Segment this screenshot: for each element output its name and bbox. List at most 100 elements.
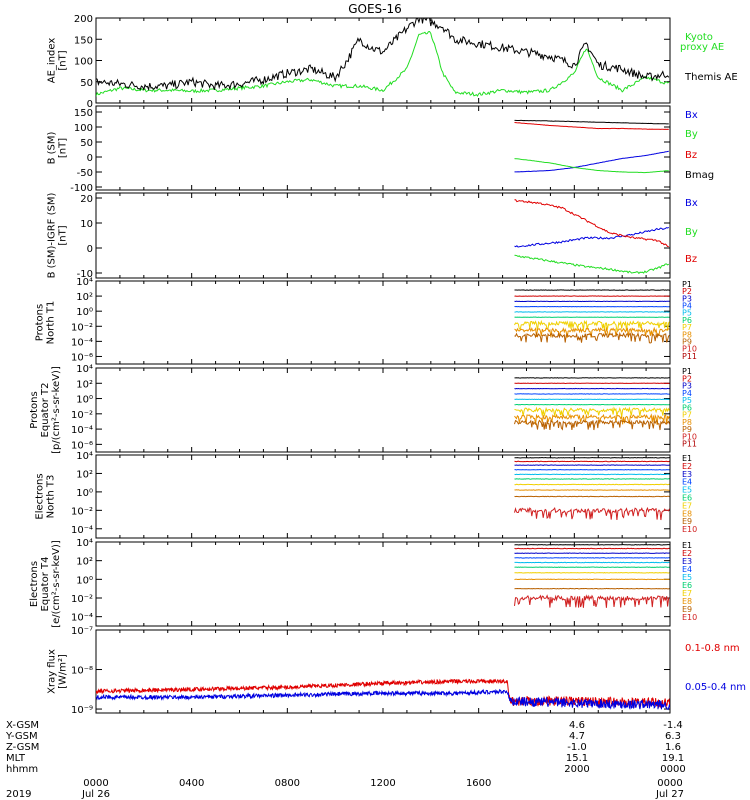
y-axis-label: [p/(cm²-s-sr-keV)] (51, 366, 62, 454)
channel-e2 (515, 548, 670, 549)
panel-pe: 10⁴ 10² 10⁰ 10⁻² 10⁻⁴ 10⁻⁶ Protons Equator T2 [p… (29, 364, 697, 454)
y-tick-label: -100 (70, 183, 93, 194)
y-tick-label: 150 (74, 35, 93, 46)
panel-frame (96, 18, 670, 103)
date-label: Jul 26 (81, 789, 110, 800)
y-tick-label: 100 (74, 57, 93, 68)
x-tick-label: 0000 (83, 778, 108, 789)
series-bz (515, 200, 669, 247)
row-label: Y-GSM (5, 731, 38, 742)
panel-xray: 10⁻⁷10⁻⁸10⁻⁹Xray flux [W/m²] (47, 626, 671, 716)
panel-bsm: 150100500-50-100B (SM) [nT] (47, 106, 671, 194)
legend-xray-long: 0.1-0.8 nm (685, 643, 740, 654)
row-value: 4.6 (569, 720, 585, 731)
legend-bmag: Bmag (685, 170, 714, 181)
y-tick-label: 50 (80, 138, 93, 149)
y-axis-label: Electrons (35, 473, 46, 519)
row-value: 15.1 (566, 753, 588, 764)
y-tick-label: 10⁻² (71, 322, 93, 333)
y-axis-label: [nT] (58, 225, 69, 245)
legend-by: By (685, 129, 698, 140)
y-tick-label: 10⁻⁹ (71, 705, 93, 716)
channel-label: P11 (682, 352, 697, 361)
panel-frame (96, 106, 670, 190)
channel-e10 (515, 508, 670, 520)
series-kyoto-proxy-ae (96, 32, 669, 97)
panel-ae: 200150100500AE_index [nT] (47, 14, 671, 110)
y-tick-label: 10⁻² (71, 506, 93, 517)
y-axis-label: B (SM) (47, 131, 58, 164)
y-axis-label: [nT] (58, 50, 69, 70)
y-axis-label: North T1 (46, 301, 57, 345)
x-tick-label: 0800 (275, 778, 300, 789)
y-tick-label: 10⁻⁸ (71, 666, 93, 677)
y-tick-label: 10⁰ (76, 575, 93, 586)
y-tick-label: 10⁴ (76, 538, 93, 549)
series-0-05-0-4-nm (96, 690, 670, 710)
y-tick-label: 20 (80, 194, 93, 205)
legend-by: By (685, 227, 698, 238)
series-by (515, 255, 669, 273)
year-label: 2019 (6, 789, 31, 800)
channel-e4 (515, 558, 670, 559)
y-axis-label: B (SM)-IGRF (SM) (47, 193, 58, 279)
y-tick-label: 10⁻⁷ (71, 626, 93, 637)
panels: 200150100500AE_index [nT]150100500-50-100… (29, 14, 746, 716)
channel-label: E10 (682, 613, 697, 622)
series-bmag (515, 120, 669, 124)
y-tick-label: 10² (76, 469, 93, 480)
y-tick-label: -50 (77, 168, 93, 179)
channel-label: P11 (682, 440, 697, 449)
row-value: 0000 (660, 764, 685, 775)
y-axis-label: Equator T2 (40, 383, 51, 438)
panel-ee: 10⁴10²10⁰10⁻²10⁻⁴Electrons Equator T4 [e/(… (29, 538, 697, 628)
x-tick-label: 1200 (370, 778, 395, 789)
y-tick-label: 10⁻⁶ (71, 352, 93, 363)
legend-themis-ae: Themis AE (684, 72, 738, 83)
panel-bdiff: 20100-10B (SM)-IGRF (SM) [nT] (47, 193, 671, 280)
channel-e9 (515, 588, 670, 589)
y-tick-label: 10⁻⁴ (71, 525, 93, 536)
channel-e3 (515, 465, 670, 466)
y-tick-label: 10⁴ (76, 451, 93, 462)
y-tick-label: 0 (87, 153, 93, 164)
y-tick-label: 10⁻⁴ (71, 337, 93, 348)
y-tick-label: 150 (74, 108, 93, 119)
row-value: 6.3 (665, 731, 681, 742)
channel-e2 (515, 461, 670, 462)
legend-bx: Bx (685, 198, 698, 209)
y-axis-label: Protons (35, 304, 46, 341)
y-tick-label: 100 (74, 123, 93, 134)
figure-title: GOES-16 (348, 2, 402, 16)
channel-e8 (515, 490, 670, 491)
row-value: 2000 (564, 764, 589, 775)
y-tick-label: 50 (80, 78, 93, 89)
channel-e5 (515, 474, 670, 475)
y-axis-label: [W/m²] (58, 654, 69, 689)
channel-e5 (515, 562, 670, 563)
row-value: 19.1 (662, 753, 684, 764)
y-tick-label: 10⁰ (76, 307, 93, 318)
y-tick-label: 10⁻² (71, 410, 93, 421)
x-tick-label: 0400 (179, 778, 204, 789)
row-label: hhmm (6, 764, 38, 775)
x-tick-label: 0000 (657, 778, 682, 789)
channel-e8 (515, 579, 670, 580)
x-tick-label: 1600 (466, 778, 491, 789)
legend-bz: Bz (685, 254, 697, 265)
y-tick-label: 200 (74, 14, 93, 25)
row-value: -1.4 (663, 720, 683, 731)
legend-proxy-ae: proxy AE (680, 42, 724, 53)
y-axis-label: Protons (29, 391, 40, 428)
y-tick-label: 10² (76, 292, 93, 303)
channel-e4 (515, 470, 670, 471)
y-tick-label: 0 (87, 244, 93, 255)
channel-e10 (515, 596, 670, 608)
bottom-axis-labels: X-GSM 4.6 -1.4Y-GSM 4.7 6.3Z-GSM -1.0 1.6MLT 15… (5, 720, 686, 800)
channel-e6 (515, 479, 670, 480)
y-axis-label: [e/(cm²-s-sr-keV)] (51, 540, 62, 628)
y-tick-label: 10⁴ (76, 364, 93, 375)
row-value: 1.6 (665, 742, 681, 753)
channel-e1 (515, 458, 670, 459)
date-label: Jul 27 (655, 789, 684, 800)
